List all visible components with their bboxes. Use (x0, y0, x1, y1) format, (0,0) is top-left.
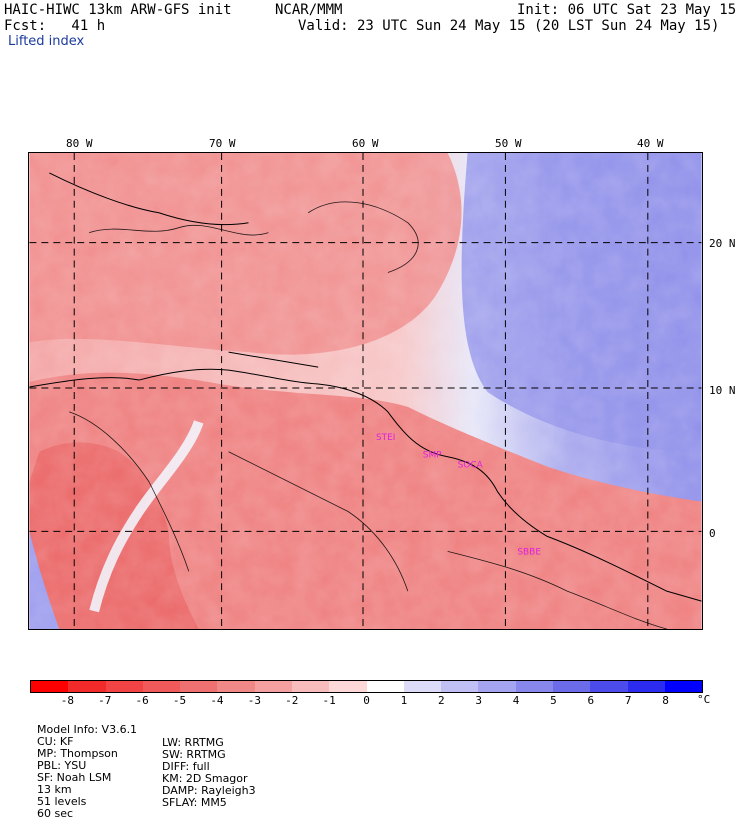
time-step: 60 sec (37, 807, 74, 820)
color-scale-tick-label: -8 (60, 694, 74, 707)
lon-label-60w: 60 W (352, 137, 379, 150)
texture-overlay (29, 153, 702, 629)
color-scale-tick-label: -5 (172, 694, 187, 707)
color-scale-tick-label: -2 (285, 694, 299, 707)
color-scale-swatch (217, 681, 255, 692)
color-scale-tick-label: 7 (624, 694, 632, 707)
color-scale-unit: °C (697, 693, 711, 706)
color-scale-swatch (478, 681, 516, 692)
color-scale-tick-label: 1 (400, 694, 408, 707)
station-markers: STEI SMP SOCA SBBE (376, 433, 541, 558)
color-scale-swatch (552, 681, 591, 692)
color-scale-swatch (441, 681, 479, 692)
lon-label-80w: 80 W (66, 137, 93, 150)
color-scale-swatch (515, 681, 553, 692)
lat-label-0: 0 (709, 527, 716, 540)
color-scale-tick-label: -6 (135, 694, 149, 707)
color-scale-swatch (329, 681, 367, 692)
lon-label-50w: 50 W (495, 137, 522, 150)
color-scale-swatch (31, 681, 69, 692)
footer-model-info-line2: LW: RRTMG SW: RRTMG DIFF: full KM: 2D Sm… (155, 725, 266, 809)
color-scale-swatch (180, 681, 218, 692)
footer-model-info-line1: Model Info: V3.6.1 CU: KF MP: Thompson P… (30, 712, 148, 820)
color-scale-tick-label: 6 (587, 694, 595, 707)
init-time: Init: 06 UTC Sat 23 May 15 (517, 2, 737, 18)
color-scale-tick-label: 4 (512, 694, 520, 707)
color-scale-tick-label: 5 (550, 694, 557, 707)
station-label-soca: SOCA (458, 461, 484, 471)
surface-layer: SFLAY: MM5 (162, 796, 227, 809)
color-scale-tick-label: 3 (475, 694, 482, 707)
color-scale-swatch (403, 681, 442, 692)
station-label-smp: SMP (423, 451, 442, 461)
model-version: Model Info: V3.6.1 (37, 723, 138, 736)
field-name: Lifted index (8, 34, 85, 49)
lon-label-70w: 70 W (209, 137, 236, 150)
color-scale-tick-label: 0 (363, 694, 370, 707)
color-scale-tick-label: -4 (210, 694, 224, 707)
color-scale-tick-label: -3 (247, 694, 261, 707)
color-scale-tick-label: -7 (98, 694, 112, 707)
color-scale-swatch (142, 681, 181, 692)
color-scale-swatch (366, 681, 404, 692)
lon-label-40w: 40 W (637, 137, 664, 150)
color-scale-tick-label: 8 (662, 694, 669, 707)
org-label: NCAR/MMM (275, 2, 343, 18)
lifted-index-contours (69, 201, 667, 629)
color-scale-bar (30, 680, 703, 693)
color-scale-tick-label: 2 (437, 694, 445, 707)
station-label-stei: STEI (376, 433, 395, 443)
lifted-index-map: STEI SMP SOCA SBBE (28, 152, 703, 630)
color-scale-swatch (627, 681, 665, 692)
valid-time: Valid: 23 UTC Sun 24 May 15 (20 LST Sun … (298, 18, 720, 34)
forecast-hour: Fcst: 41 h (4, 18, 106, 34)
lat-label-20n: 20 N (709, 237, 736, 250)
station-label-sbbe: SBBE (517, 547, 541, 557)
color-scale-swatch (254, 681, 292, 692)
coastlines (29, 172, 702, 602)
color-scale-swatch (68, 681, 106, 692)
model-title: HAIC-HIWC 13km ARW-GFS init (4, 2, 232, 18)
color-scale-swatch (590, 681, 628, 692)
lat-lon-grid (29, 153, 702, 629)
color-scale-swatch (664, 681, 703, 692)
color-scale-tick-label: -1 (322, 694, 336, 707)
color-scale-swatch (291, 681, 330, 692)
color-scale-swatch (105, 681, 143, 692)
lat-label-10n: 10 N (709, 384, 736, 397)
